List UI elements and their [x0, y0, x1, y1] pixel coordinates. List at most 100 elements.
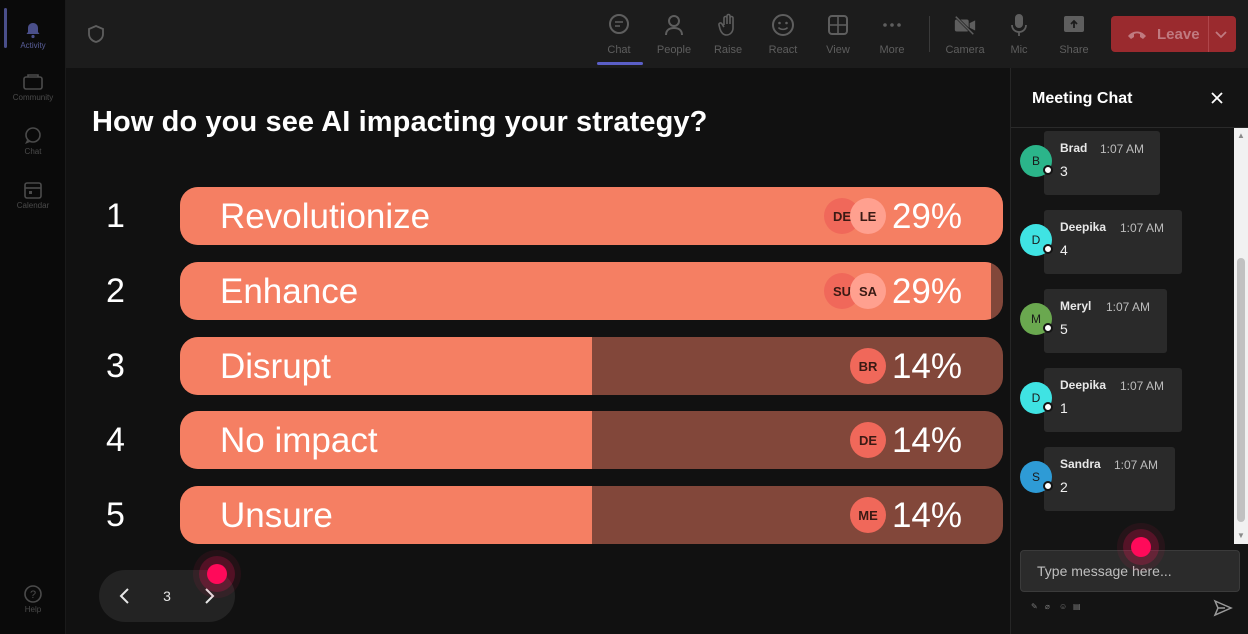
chat-message-input[interactable] — [1020, 550, 1240, 592]
leave-divider — [1208, 16, 1209, 52]
more-icon — [880, 12, 904, 38]
toolbar-label: Chat — [607, 44, 631, 56]
emoji-icon[interactable]: ☺ — [1059, 602, 1068, 611]
toolbar-more-button[interactable]: More — [865, 8, 919, 62]
chat-timestamp: 1:07 AM — [1114, 458, 1159, 472]
toolbar-label: People — [656, 44, 692, 56]
presence-status-icon — [1043, 481, 1053, 491]
chevron-right-icon[interactable] — [199, 586, 219, 606]
scroll-up-arrow-icon[interactable]: ▲ — [1237, 131, 1245, 140]
format-icon[interactable]: ✎ — [1031, 602, 1038, 611]
poll-option-label: No impact — [220, 421, 378, 460]
chat-icon — [607, 12, 631, 38]
people-icon — [662, 12, 686, 38]
chat-scrollbar[interactable]: ▲ ▼ — [1234, 128, 1248, 544]
toolbar-chat-button[interactable]: Chat — [592, 8, 646, 62]
poll-option-label: Unsure — [220, 496, 333, 535]
chat-message-text: 2 — [1060, 479, 1068, 495]
chevron-down-icon[interactable] — [1214, 28, 1228, 40]
meeting-toolbar: Chat People Raise React View More C — [66, 0, 1248, 68]
chat-sender-name: Deepika — [1060, 220, 1107, 234]
chat-message-text: 3 — [1060, 163, 1068, 179]
chat-timestamp: 1:07 AM — [1100, 142, 1145, 156]
chat-message: Sandra 1:07 AM 2 — [1044, 447, 1175, 511]
chat-message-text: 1 — [1060, 400, 1068, 416]
toolbar-divider — [929, 16, 930, 52]
poll-option-percent: 14% — [891, 347, 962, 386]
toolbar-label: Raise — [713, 44, 743, 56]
poll-option-number: 5 — [106, 496, 125, 534]
chat-timestamp: 1:07 AM — [1106, 300, 1151, 314]
toolbar-share-button[interactable]: Share — [1047, 8, 1101, 62]
svg-text:?: ? — [30, 589, 36, 601]
poll-option: 2 Enhance 29% SU SA — [66, 262, 1010, 320]
rail-item-help[interactable]: ? Help — [0, 574, 66, 624]
toolbar-raise-button[interactable]: Raise — [701, 8, 755, 62]
toolbar-camera-button[interactable]: Camera — [938, 8, 992, 62]
voter-avatar: DE — [850, 422, 886, 458]
poll-option-number: 4 — [106, 421, 125, 459]
send-icon[interactable] — [1213, 599, 1233, 617]
scroll-thumb[interactable] — [1237, 258, 1245, 522]
camera-off-icon — [953, 12, 977, 38]
rail-item-label: Calendar — [16, 200, 50, 210]
chevron-left-icon[interactable] — [115, 586, 135, 606]
raise-hand-icon — [716, 12, 740, 38]
rail-active-indicator — [4, 8, 7, 48]
format-toolbar: ✎ ⌀ ☺ ▤ — [1031, 603, 1081, 611]
presence-status-icon — [1043, 323, 1053, 333]
toolbar-label: View — [826, 44, 850, 56]
chat-message-text: 5 — [1060, 321, 1068, 337]
chat-timestamp: 1:07 AM — [1120, 221, 1165, 235]
poll-bar-fill — [180, 486, 592, 544]
presence-status-icon — [1043, 244, 1053, 254]
rail-item-activity[interactable]: Activity — [0, 10, 66, 60]
community-icon — [23, 73, 43, 91]
meeting-chat-panel: Meeting Chat Brad 1:07 AM 3 B Deepika 1:07 AM… — [1010, 68, 1248, 634]
poll-option-number: 2 — [106, 272, 125, 310]
active-tab-indicator — [597, 62, 643, 65]
poll-option-number: 3 — [106, 347, 125, 385]
poll-option: 1 Revolutionize 29% DE LE — [66, 187, 1010, 245]
chat-message-text: 4 — [1060, 242, 1068, 258]
pointer-highlight — [1131, 537, 1151, 557]
attach-icon[interactable]: ⌀ — [1045, 602, 1050, 611]
chat-sender-name: Sandra — [1060, 457, 1101, 471]
voter-avatar: LE — [850, 198, 886, 234]
leave-button[interactable]: Leave — [1111, 16, 1236, 52]
shield-icon — [86, 24, 106, 44]
toolbar-react-button[interactable]: React — [756, 8, 810, 62]
chat-message: Deepika 1:07 AM 4 — [1044, 210, 1182, 274]
toolbar-mic-button[interactable]: Mic — [992, 8, 1046, 62]
help-icon: ? — [23, 584, 43, 603]
poll-bar-fill — [180, 337, 592, 395]
chat-message: Deepika 1:07 AM 1 — [1044, 368, 1182, 432]
rail-item-label: Community — [12, 92, 54, 102]
app-rail: Activity Community Chat Calendar ? Help — [0, 0, 66, 634]
toolbar-people-button[interactable]: People — [647, 8, 701, 62]
voter-avatar: BR — [850, 348, 886, 384]
toolbar-label: More — [879, 44, 905, 56]
poll-option: 5 Unsure 14% ME — [66, 486, 1010, 544]
gif-icon[interactable]: ▤ — [1073, 602, 1081, 611]
chat-sender-name: Meryl — [1060, 299, 1092, 313]
rail-item-label: Chat — [24, 146, 42, 156]
presence-status-icon — [1043, 165, 1053, 175]
page-number: 3 — [163, 588, 171, 604]
rail-item-community[interactable]: Community — [0, 62, 66, 112]
view-icon — [826, 12, 850, 38]
poll-option-number: 1 — [106, 197, 125, 235]
toolbar-view-button[interactable]: View — [811, 8, 865, 62]
rail-item-calendar[interactable]: Calendar — [0, 170, 66, 220]
close-icon[interactable] — [1209, 90, 1225, 106]
poll-option-percent: 29% — [891, 272, 962, 311]
mic-icon — [1007, 12, 1031, 38]
scroll-down-arrow-icon[interactable]: ▼ — [1237, 531, 1245, 540]
chat-sender-name: Deepika — [1060, 378, 1107, 392]
poll-option-label: Revolutionize — [220, 197, 431, 236]
poll-stage: How do you see AI impacting your strateg… — [66, 68, 1010, 634]
chat-message: Brad 1:07 AM 3 — [1044, 131, 1160, 195]
chat-message-list: Brad 1:07 AM 3 B Deepika 1:07 AM 4 D Meryl 1:07 A… — [1011, 128, 1235, 544]
rail-item-chat[interactable]: Chat — [0, 116, 66, 166]
presence-status-icon — [1043, 402, 1053, 412]
